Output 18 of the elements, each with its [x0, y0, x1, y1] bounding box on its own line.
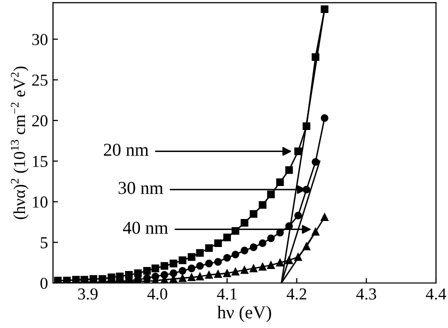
y-tick-label: 10 — [32, 196, 48, 208]
annotation: 40 nm — [123, 222, 168, 234]
annotation: 20 nm — [104, 144, 149, 156]
y-tick-label: 30 — [32, 34, 48, 46]
x-tick-label: 3.9 — [78, 288, 98, 300]
y-tick-label: 0 — [40, 278, 48, 289]
text: (hνα)$^{2}$ (10$^{13}$ cm$^{−2}$ eV$^{2}$) — [10, 66, 29, 220]
x-tick-label: 4.1 — [217, 288, 237, 300]
y-tick-label: 15 — [32, 156, 48, 168]
x-axis-title: hν (eV) — [217, 306, 272, 322]
y-tick-label: 20 — [32, 115, 48, 126]
x-tick-label: 4.2 — [286, 288, 306, 300]
x-tick-label: 4.3 — [356, 288, 376, 300]
annotation: 30 nm — [118, 182, 164, 194]
x-tick-label: 4.4 — [426, 288, 446, 300]
x-tick-label: 4.0 — [147, 288, 168, 300]
y-tick-label: 25 — [32, 74, 48, 86]
y-tick-label: 5 — [40, 237, 48, 248]
